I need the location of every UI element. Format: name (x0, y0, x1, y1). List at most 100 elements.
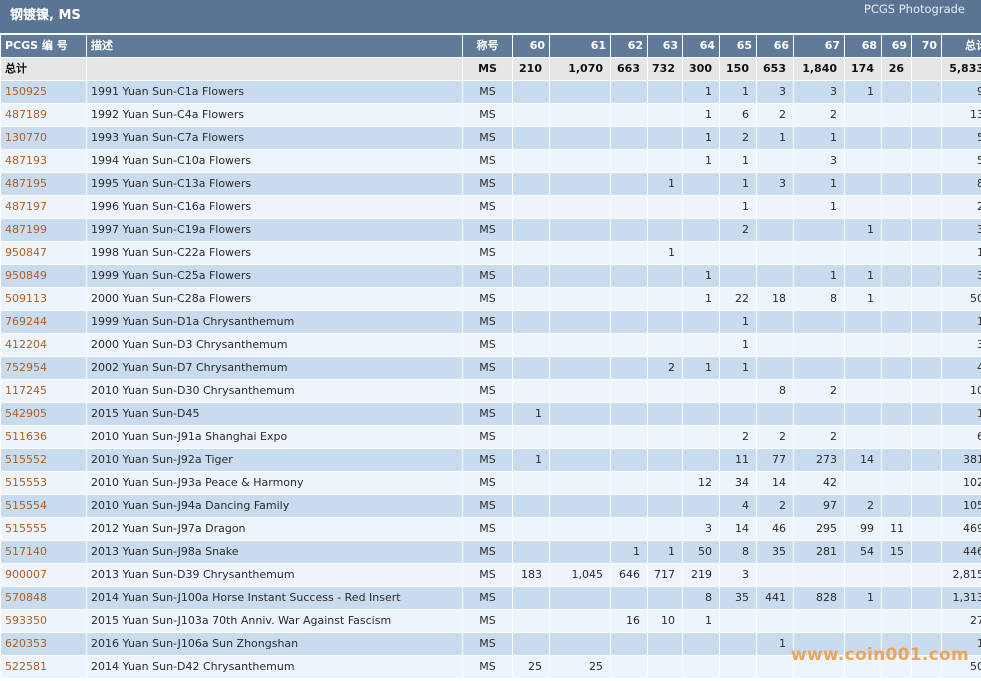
pcgs-code-link[interactable]: 487189 (0, 103, 87, 127)
grade-count-62 (610, 310, 648, 334)
grade-count-66 (756, 218, 794, 242)
grade-count-63 (647, 517, 683, 541)
grade-count-68 (844, 333, 882, 357)
grade-count-65: 3 (719, 563, 757, 587)
grade-count-65: 14 (719, 517, 757, 541)
grade-designation: MS (462, 333, 513, 357)
col-header-grade-61[interactable]: 61 (549, 34, 611, 58)
grade-count-67: 2 (793, 103, 845, 127)
pcgs-code-link[interactable]: 511636 (0, 425, 87, 449)
col-header-desc[interactable]: 描述 (86, 34, 463, 58)
grade-count-68 (844, 195, 882, 219)
table-row: 515555 2012 Yuan Sun-J97a Dragon MS 3 14 46 29… (0, 517, 981, 541)
pcgs-code-link[interactable]: 150925 (0, 80, 87, 104)
grade-designation: MS (462, 655, 513, 679)
pcgs-code-link[interactable]: 117245 (0, 379, 87, 403)
pcgs-code-link[interactable]: 900007 (0, 563, 87, 587)
grade-count-62 (610, 264, 648, 288)
coin-description: 1997 Yuan Sun-C19a Flowers (86, 218, 463, 242)
col-header-grade-62[interactable]: 62 (610, 34, 648, 58)
grade-count-61 (549, 609, 611, 633)
grade-count-70 (911, 586, 942, 610)
pcgs-code-link[interactable]: 412204 (0, 333, 87, 357)
pcgs-code-link[interactable]: 752954 (0, 356, 87, 380)
col-header-code[interactable]: PCGS 编 号 (0, 34, 87, 58)
grade-count-60 (512, 425, 550, 449)
pcgs-code-link[interactable]: 515555 (0, 517, 87, 541)
grade-designation: MS (462, 80, 513, 104)
grade-count-63 (647, 655, 683, 679)
grade-count-61 (549, 333, 611, 357)
total-count-68: 174 (844, 57, 882, 81)
pcgs-code-link[interactable]: 769244 (0, 310, 87, 334)
row-total: 1 (941, 632, 981, 656)
pcgs-code-link[interactable]: 620353 (0, 632, 87, 656)
col-header-grade-67[interactable]: 67 (793, 34, 845, 58)
grade-count-70 (911, 264, 942, 288)
pcgs-code-link[interactable]: 515553 (0, 471, 87, 495)
col-header-total[interactable]: 总计 (941, 34, 981, 58)
pcgs-code-link[interactable]: 130770 (0, 126, 87, 150)
col-header-grade-70[interactable]: 70 (911, 34, 942, 58)
col-header-grade-68[interactable]: 68 (844, 34, 882, 58)
grade-count-61 (549, 172, 611, 196)
col-header-grade-63[interactable]: 63 (647, 34, 683, 58)
row-total: 27 (941, 609, 981, 633)
grade-designation: MS (462, 126, 513, 150)
grade-count-69 (881, 287, 912, 311)
total-count-67: 1,840 (793, 57, 845, 81)
population-table: PCGS 编 号 描述 称号 60 61 62 63 64 65 66 67 6… (0, 34, 981, 679)
grade-count-60 (512, 149, 550, 173)
grade-count-69 (881, 471, 912, 495)
row-total: 50 (941, 287, 981, 311)
grade-count-68 (844, 563, 882, 587)
col-header-grade-69[interactable]: 69 (881, 34, 912, 58)
total-count-62: 663 (610, 57, 648, 81)
pcgs-code-link[interactable]: 515554 (0, 494, 87, 518)
grade-count-66 (756, 402, 794, 426)
row-total: 5 (941, 149, 981, 173)
grade-count-70 (911, 218, 942, 242)
grade-count-68 (844, 379, 882, 403)
pcgs-code-link[interactable]: 487199 (0, 218, 87, 242)
grade-count-63 (647, 264, 683, 288)
header-row: PCGS 编 号 描述 称号 60 61 62 63 64 65 66 67 6… (0, 34, 981, 58)
grade-count-65: 1 (719, 149, 757, 173)
pcgs-code-link[interactable]: 593350 (0, 609, 87, 633)
pcgs-code-link[interactable]: 517140 (0, 540, 87, 564)
grade-count-68 (844, 126, 882, 150)
grade-designation: MS (462, 379, 513, 403)
pcgs-code-link[interactable]: 487197 (0, 195, 87, 219)
grade-count-69 (881, 310, 912, 334)
col-header-grade-64[interactable]: 64 (682, 34, 720, 58)
col-header-grade-65[interactable]: 65 (719, 34, 757, 58)
grade-count-65: 8 (719, 540, 757, 564)
pcgs-code-link[interactable]: 509113 (0, 287, 87, 311)
col-header-grade-66[interactable]: 66 (756, 34, 794, 58)
pcgs-code-link[interactable]: 950847 (0, 241, 87, 265)
pcgs-code-link[interactable]: 542905 (0, 402, 87, 426)
pcgs-code-link[interactable]: 487193 (0, 149, 87, 173)
pcgs-code-link[interactable]: 487195 (0, 172, 87, 196)
pcgs-code-link[interactable]: 570848 (0, 586, 87, 610)
grade-count-65: 11 (719, 448, 757, 472)
row-total: 1,313 (941, 586, 981, 610)
grade-count-62 (610, 126, 648, 150)
grade-count-69 (881, 494, 912, 518)
pcgs-code-link[interactable]: 515552 (0, 448, 87, 472)
pcgs-code-link[interactable]: 950849 (0, 264, 87, 288)
grade-count-68 (844, 149, 882, 173)
col-header-grade[interactable]: 称号 (462, 34, 513, 58)
grade-count-63: 717 (647, 563, 683, 587)
grade-count-64 (682, 195, 720, 219)
table-row: 509113 2000 Yuan Sun-C28a Flowers MS 1 22 18 8… (0, 287, 981, 311)
pcgs-code-link[interactable]: 522581 (0, 655, 87, 679)
grade-count-60 (512, 632, 550, 656)
col-header-grade-60[interactable]: 60 (512, 34, 550, 58)
table-row: 117245 2010 Yuan Sun-D30 Chrysanthemum MS 8… (0, 379, 981, 403)
row-total: 381 (941, 448, 981, 472)
grade-count-63 (647, 195, 683, 219)
